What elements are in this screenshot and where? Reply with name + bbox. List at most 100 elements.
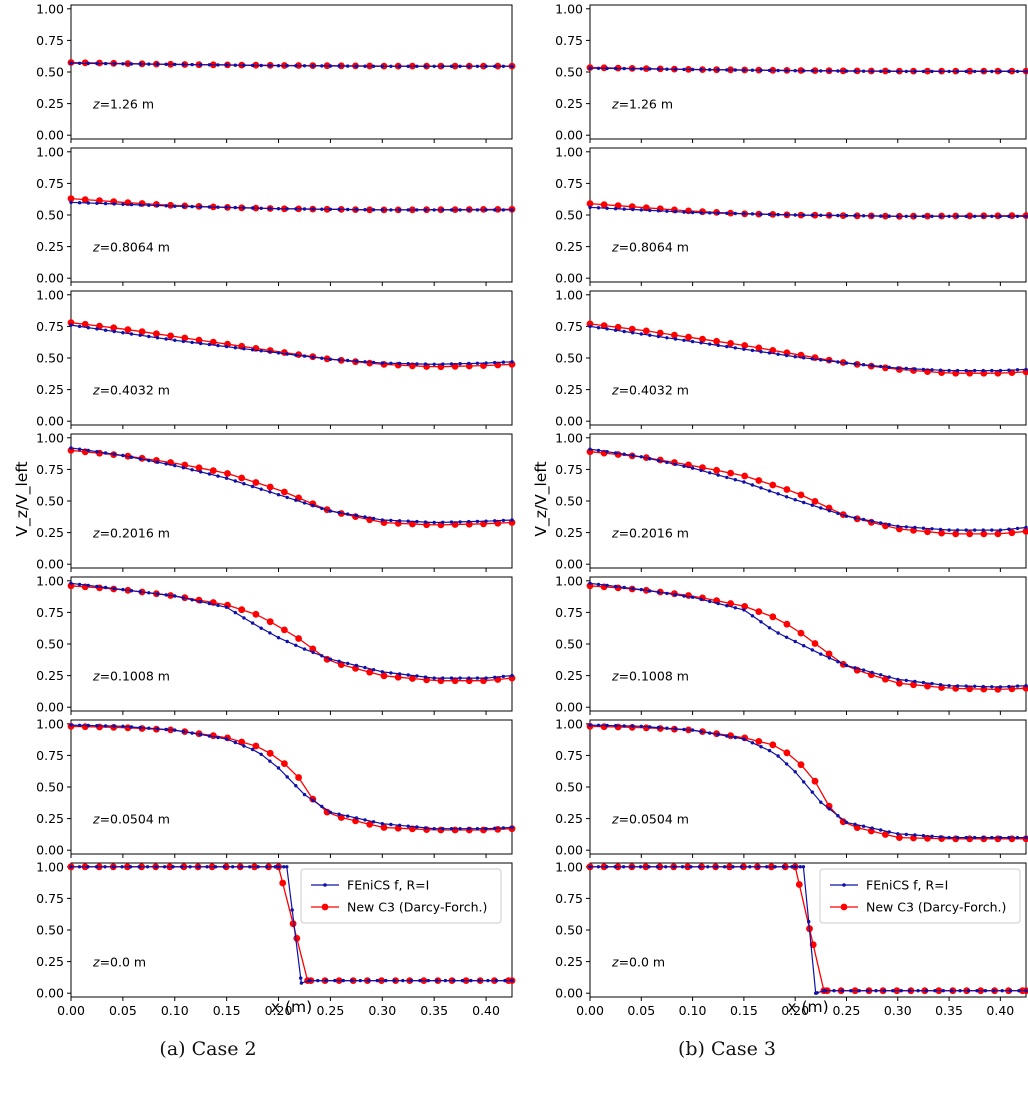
- data-point: [95, 201, 99, 205]
- data-point: [964, 528, 968, 532]
- legend: FEniCS f, R=I New C3 (Darcy-Forch.): [819, 868, 1021, 924]
- data-point: [121, 453, 125, 458]
- data-point: [755, 738, 763, 745]
- data-point: [265, 865, 269, 869]
- data-point: [389, 518, 393, 523]
- data-point: [733, 735, 737, 740]
- data-point: [665, 209, 669, 213]
- data-point: [299, 976, 303, 980]
- data-point: [406, 64, 410, 69]
- data-point: [904, 678, 908, 683]
- data-point: [784, 495, 789, 499]
- data-point: [836, 213, 840, 218]
- data-point: [458, 676, 462, 680]
- series-markers-fenics: [588, 581, 1028, 689]
- data-point: [112, 586, 116, 591]
- data-point: [406, 673, 410, 677]
- data-point: [268, 631, 272, 635]
- data-point: [181, 334, 189, 342]
- data-point: [311, 503, 315, 508]
- data-point: [784, 213, 789, 217]
- x-axis-label: x (m): [787, 998, 828, 1016]
- data-point: [181, 62, 186, 67]
- data-point: [882, 831, 889, 838]
- data-point: [628, 325, 636, 333]
- data-point: [742, 737, 746, 741]
- data-point: [810, 69, 814, 73]
- data-point: [827, 807, 832, 811]
- data-point: [231, 865, 235, 869]
- data-point: [302, 501, 307, 505]
- data-point: [827, 213, 832, 218]
- data-point: [639, 455, 643, 459]
- data-point: [95, 327, 99, 331]
- data-point: [673, 337, 678, 341]
- data-point: [285, 865, 289, 869]
- y-tick-label: 0.75: [555, 462, 583, 477]
- data-point: [173, 204, 177, 208]
- legend-label-c3: New C3 (Darcy-Forch.): [866, 900, 1006, 915]
- y-tick-label: 0.25: [555, 96, 583, 111]
- data-point: [302, 792, 307, 797]
- series-markers-fenics: [588, 205, 1028, 218]
- data-point: [484, 361, 488, 365]
- data-point: [451, 677, 459, 685]
- data-point: [195, 464, 203, 472]
- data-point: [861, 214, 866, 218]
- data-point: [865, 989, 870, 993]
- data-point: [493, 64, 497, 69]
- data-point: [665, 336, 669, 340]
- data-point: [973, 214, 977, 218]
- y-tick-label: 0.25: [36, 811, 64, 826]
- data-point: [966, 530, 974, 538]
- data-point: [797, 761, 805, 769]
- data-point: [742, 68, 746, 72]
- data-point: [121, 331, 125, 335]
- data-point: [600, 201, 608, 209]
- data-point: [631, 331, 635, 335]
- panel: 0.00 0.25 0.50 0.75 1.00 z=0.0504 m: [36, 716, 516, 858]
- data-point: [810, 790, 814, 794]
- data-point: [665, 591, 669, 596]
- data-point: [896, 677, 900, 682]
- data-point: [199, 205, 203, 209]
- data-point: [930, 214, 934, 218]
- data-point: [1000, 989, 1004, 993]
- data-point: [276, 865, 281, 869]
- data-point: [467, 519, 471, 524]
- data-point: [947, 684, 951, 688]
- data-point: [844, 69, 849, 73]
- data-point: [904, 69, 908, 74]
- data-point: [588, 205, 592, 210]
- data-point: [366, 821, 374, 828]
- data-point: [354, 663, 359, 668]
- data-point: [501, 208, 506, 212]
- data-point: [449, 362, 454, 366]
- data-point: [308, 978, 312, 983]
- data-point: [346, 64, 350, 68]
- data-point: [467, 676, 471, 680]
- data-point: [811, 777, 819, 785]
- data-point: [250, 348, 255, 352]
- data-point: [783, 486, 791, 493]
- data-point: [879, 521, 883, 525]
- data-point: [998, 835, 1003, 840]
- data-point: [613, 584, 618, 589]
- x-tick-label: 0.25: [316, 1003, 344, 1018]
- data-point: [423, 675, 428, 679]
- data-point: [913, 679, 917, 684]
- data-point: [750, 741, 755, 745]
- data-point: [216, 63, 220, 67]
- data-point: [266, 618, 274, 626]
- data-point: [354, 207, 359, 212]
- data-point: [290, 908, 294, 912]
- data-point: [930, 681, 934, 686]
- data-point: [639, 332, 643, 336]
- data-point: [998, 685, 1003, 689]
- data-point: [836, 814, 840, 818]
- data-point: [268, 206, 272, 211]
- data-point: [861, 668, 866, 672]
- data-point: [656, 209, 661, 213]
- data-point: [501, 64, 506, 69]
- data-point: [112, 724, 116, 728]
